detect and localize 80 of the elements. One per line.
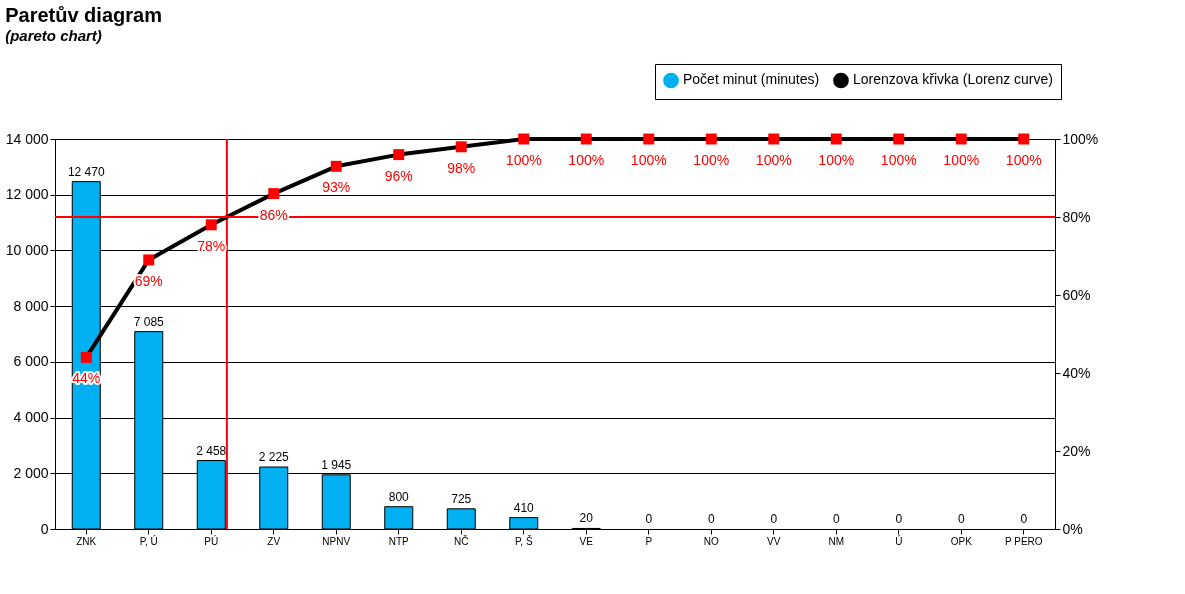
data-label: 2 225 [258,450,290,465]
x-tick-label: P [645,535,653,547]
x-tick-label: NČ [454,534,469,547]
x-tick-label: OPK [950,535,973,547]
point [643,133,655,145]
data-label: 98% [447,159,476,176]
point [518,133,530,145]
y-tick-label: 2 000 [13,464,49,481]
point [268,188,280,200]
data-label: 93% [322,179,351,196]
point [80,351,92,363]
y-tick-label: 0 [40,520,49,537]
data-label: 0 [770,512,778,526]
data-label: 1 945 [321,457,352,472]
data-label: 0 [957,512,965,526]
y-tick-label: 14 000 [5,130,49,147]
data-label: 0 [1020,512,1028,526]
data-label: 100% [755,152,792,168]
x-tick-label: VV [767,535,781,547]
x-tick-label: VE [579,535,594,547]
x-tick-label: P, Ú [139,534,158,547]
y2-tick-label: 100% [1062,130,1099,147]
data-label: 0 [707,512,715,526]
data-label: 100% [818,152,855,168]
x-tick-label: NPNV [322,535,351,547]
y2-tick-label: 40% [1062,364,1091,381]
y-tick-label: 6 000 [13,353,49,370]
data-label: 100% [880,152,917,168]
point [768,133,780,145]
x-tick-label: P PERO [1004,535,1043,547]
x-tick-label: NM [828,535,845,547]
chart-subtitle: (pareto chart) [5,26,102,44]
x-tick-label: PÚ [204,534,219,547]
data-label: 800 [388,489,410,504]
y2-tick-label: 0% [1062,520,1083,537]
y2-tick-label: 80% [1062,208,1091,225]
data-label: 0 [895,512,903,526]
legend-label: Lorenzova křivka (Lorenz curve) [853,71,1053,88]
point [205,219,217,231]
point [955,133,967,145]
x-tick-label: ZV [267,535,281,547]
x-tick-label: Ú [895,534,903,547]
y-tick-label: 10 000 [5,241,49,258]
data-label: 100% [693,152,730,168]
data-label: 100% [1005,152,1042,168]
point [580,133,592,145]
y-tick-label: 4 000 [13,409,49,426]
y-tick-label: 12 000 [5,186,49,203]
legend-label: Počet minut (minutes) [683,71,820,88]
x-tick-label: ZNK [76,535,97,547]
data-label: 100% [505,152,542,168]
data-label: 20 [579,511,594,526]
x-tick-label: NTP [388,535,410,547]
data-label: 7 085 [133,314,165,329]
y-tick-label: 8 000 [13,297,49,314]
chart-title: Paretův diagram [5,3,162,26]
point [830,133,842,145]
data-label: 69% [134,272,163,289]
point [893,133,905,145]
data-label: 0 [645,512,653,526]
x-tick-label: P, Š [514,534,533,547]
data-label: 78% [197,237,226,254]
point [143,254,155,266]
data-label: 12 470 [67,164,105,179]
data-label: 100% [943,152,980,168]
point [705,133,717,145]
data-label: 2 458 [196,443,227,458]
data-label: 100% [568,152,605,168]
point [393,149,405,161]
point [330,160,342,172]
data-label: 96% [384,167,413,184]
data-label: 725 [451,491,472,506]
point [455,141,467,153]
y2-tick-label: 60% [1062,286,1091,303]
data-label: 410 [513,500,535,515]
data-label: 100% [630,152,667,168]
y2-tick-label: 20% [1062,442,1091,459]
point [1018,133,1030,145]
data-label: 0 [832,512,840,526]
x-tick-label: NO [703,535,719,547]
